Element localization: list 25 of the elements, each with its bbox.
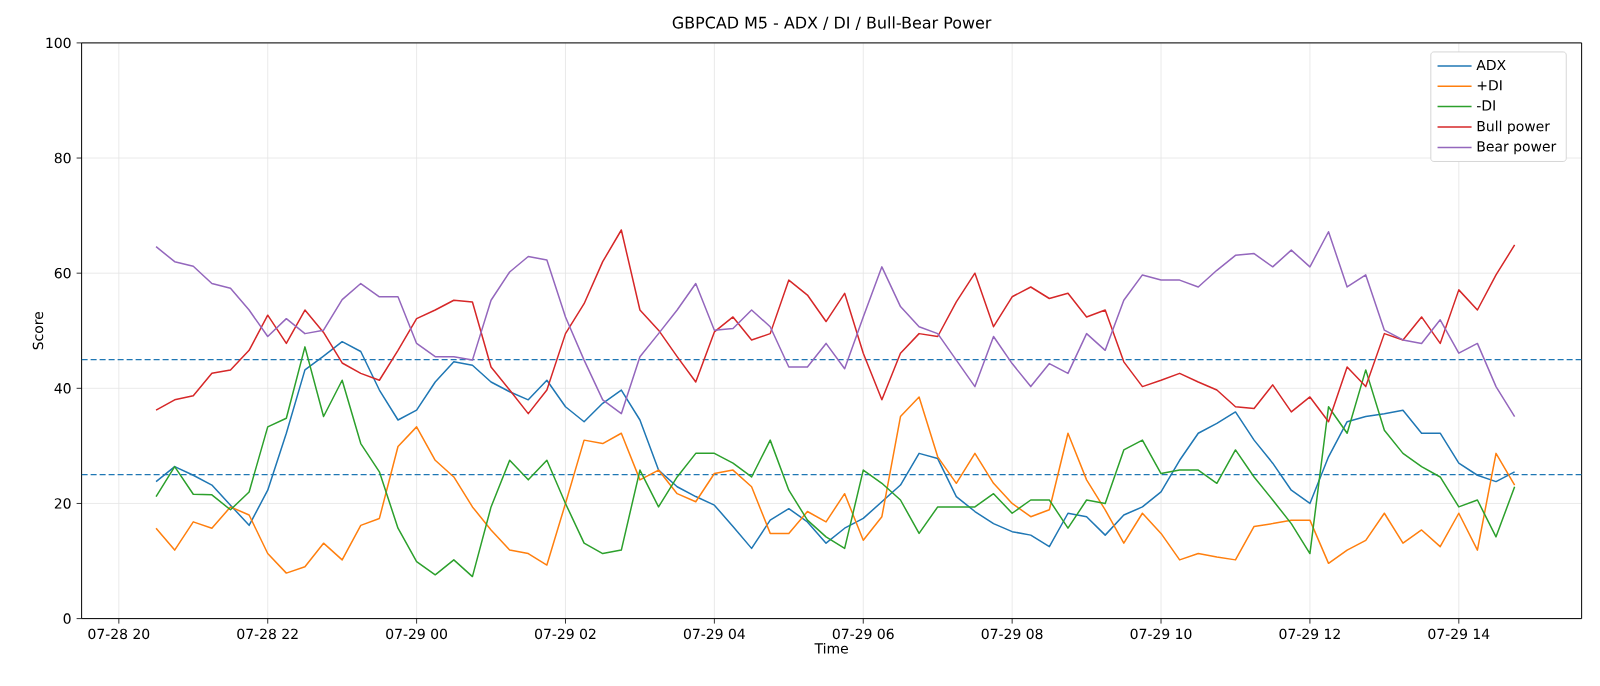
y-tick-label: 60 [54, 267, 71, 279]
x-tick-label: 07-28 20 [88, 628, 150, 640]
x-tick-label: 07-29 00 [386, 628, 447, 640]
line-series [155, 396, 1516, 574]
x-tick-label: 07-29 10 [1130, 628, 1192, 640]
y-tick-label: 20 [54, 498, 71, 509]
y-tick-label: 40 [54, 383, 71, 394]
x-tick-label: 07-29 08 [981, 628, 1043, 640]
x-tick-label: 07-28 22 [237, 628, 298, 640]
x-axis-title: Time [814, 642, 848, 654]
legend-label: -DI [1476, 100, 1495, 111]
x-tick-label: 07-29 02 [535, 628, 596, 640]
legend-label: +DI [1477, 80, 1502, 91]
legend-label: Bull power [1477, 120, 1550, 135]
chart-title: GBPCAD M5 - ADX / DI / Bull-Bear Power [672, 16, 992, 30]
legend-label: Bear power [1477, 141, 1557, 155]
y-tick-label: 80 [54, 152, 71, 164]
x-tick-label: 07-29 04 [683, 628, 745, 640]
x-tick-label: 07-29 14 [1428, 628, 1490, 640]
y-tick-label: 100 [46, 37, 71, 49]
y-axis-title: Score [32, 311, 44, 350]
x-tick-label: 07-29 06 [832, 628, 894, 640]
legend-label: ADX [1476, 59, 1506, 71]
y-tick-label: 0 [63, 613, 71, 624]
x-tick-label: 07-29 12 [1279, 628, 1340, 640]
